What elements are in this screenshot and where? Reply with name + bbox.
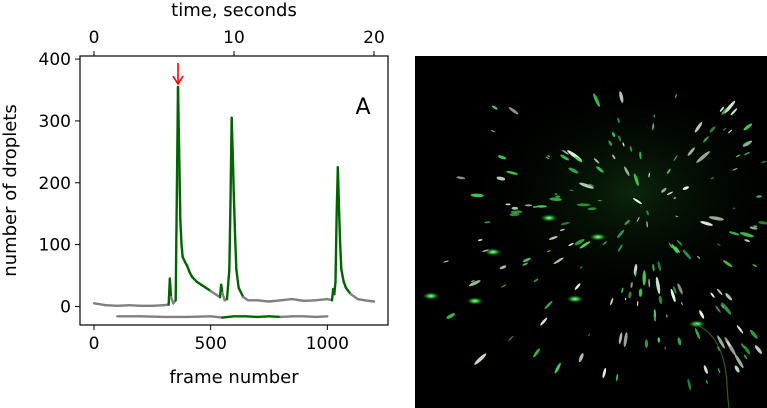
series-1-segment	[151, 304, 166, 308]
series-1-segment	[232, 200, 237, 240]
y-tick-label: 300	[39, 112, 71, 132]
series-1-segment	[174, 193, 179, 302]
y-axis-label: number of droplets	[0, 104, 21, 276]
top-x-axis-label: time, seconds	[171, 0, 297, 21]
series-1-segment	[337, 206, 342, 246]
series-1-segment	[231, 156, 236, 203]
series-1-segment	[177, 150, 182, 222]
series-2-segment	[279, 315, 294, 319]
series-1-segment	[336, 166, 341, 209]
series-1-segment	[302, 299, 317, 303]
series-1-segment	[104, 304, 119, 308]
series-1-segment	[349, 292, 359, 301]
series-2-segment	[186, 315, 212, 319]
series-1-segment	[168, 277, 173, 299]
top-x-tick-label: 0	[89, 28, 100, 48]
series-1-segment	[314, 297, 329, 302]
top-x-tick-label: 20	[363, 28, 385, 48]
series-1-segment	[225, 268, 231, 301]
y-tick-label: 400	[39, 50, 71, 70]
series-1-segment	[219, 283, 224, 295]
series-1-segment	[338, 243, 343, 271]
series-1-segment	[116, 304, 131, 308]
series-2-segment	[244, 315, 259, 319]
series-1-segment	[267, 299, 282, 303]
series-layer	[92, 85, 376, 319]
series-1-segment	[92, 302, 107, 307]
series-1-segment	[176, 85, 181, 154]
droplet-photo	[415, 56, 767, 408]
panel-label: A	[355, 95, 370, 120]
x-axis-label: frame number	[169, 367, 299, 388]
series-2-segment	[267, 315, 282, 319]
series-1-segment	[180, 243, 184, 259]
series-1-segment	[256, 299, 271, 303]
x-tick-label: 500	[194, 334, 226, 354]
x-tick-label: 1000	[306, 334, 349, 354]
x-tick-label: 0	[89, 334, 100, 354]
peak-arrow-icon	[172, 63, 184, 86]
series-1-segment	[233, 237, 238, 271]
series-2-segment	[209, 315, 224, 319]
series-1-segment	[235, 268, 240, 290]
series-2-segment	[256, 315, 271, 319]
series-1-segment	[344, 286, 352, 296]
series-2-segment	[139, 315, 166, 319]
series-1-segment	[221, 291, 226, 302]
y-tick-label: 200	[39, 174, 71, 194]
series-1-segment	[340, 268, 345, 283]
series-1-segment	[279, 297, 294, 302]
series-1-segment	[230, 116, 235, 160]
series-1-segment	[334, 212, 338, 283]
series-1-segment	[179, 218, 183, 246]
series-1-segment	[127, 304, 142, 308]
series-1-segment	[228, 200, 232, 271]
series-2-segment	[221, 315, 236, 319]
top-x-tick-label: 10	[223, 28, 245, 48]
y-tick-label: 100	[39, 236, 71, 256]
series-1-segment	[363, 299, 376, 303]
series-1-segment	[333, 280, 337, 296]
series-1-segment	[237, 286, 245, 299]
series-2-segment	[314, 315, 329, 319]
series-2-segment	[302, 315, 317, 319]
droplet-photo-image	[415, 56, 767, 408]
y-tick-label: 0	[60, 297, 71, 317]
series-1-segment	[291, 297, 306, 303]
